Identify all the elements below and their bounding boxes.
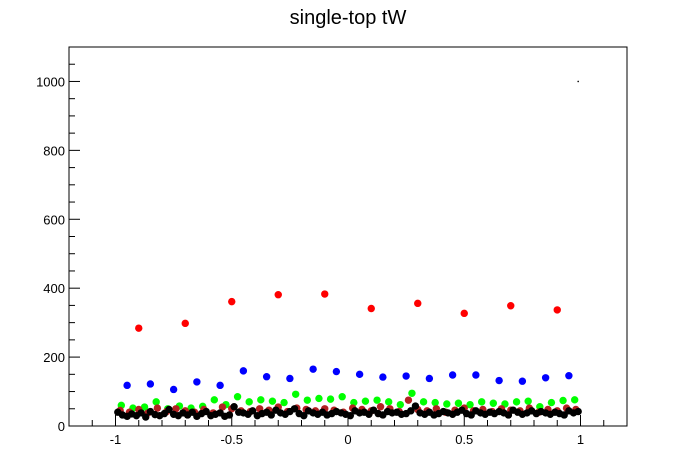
data-point-series-3: [570, 396, 579, 404]
data-point-series-1: [414, 299, 422, 308]
y-tick-label: 0: [58, 419, 65, 434]
data-point-series-1: [321, 290, 329, 298]
stray-point: [577, 80, 579, 83]
data-point-series-2: [309, 365, 317, 373]
data-point-series-2: [216, 381, 224, 390]
data-point-series-3: [303, 396, 312, 404]
data-point-series-1: [367, 304, 375, 313]
data-point-series-5: [230, 403, 238, 411]
y-tick-label: 600: [43, 212, 65, 227]
data-point-series-3: [477, 398, 486, 406]
data-point-series-1: [181, 319, 189, 328]
data-point-series-3: [396, 400, 405, 409]
data-point-series-3: [315, 394, 323, 403]
data-point-series-3: [152, 398, 160, 406]
data-point-series-2: [169, 385, 178, 394]
data-points: [114, 80, 582, 421]
data-point-series-3: [454, 399, 463, 407]
data-point-series-3: [140, 403, 149, 411]
x-tick-label: -1: [110, 432, 122, 447]
data-point-series-1: [274, 291, 282, 299]
data-point-series-3: [233, 393, 242, 401]
data-point-series-5: [225, 411, 234, 419]
data-point-series-2: [355, 370, 364, 379]
data-point-series-3: [466, 400, 474, 409]
data-point-series-2: [332, 367, 341, 376]
data-point-series-2: [286, 374, 294, 383]
data-point-series-1: [553, 306, 561, 314]
chart-title: single-top tW: [290, 7, 407, 29]
data-point-series-3: [443, 400, 451, 408]
data-point-series-2: [448, 371, 457, 379]
y-tick-label: 200: [43, 350, 65, 365]
data-point-series-3: [326, 395, 335, 403]
data-point-series-2: [379, 373, 387, 381]
y-tick-label: 400: [43, 281, 65, 296]
data-point-series-4: [404, 396, 413, 404]
data-point-series-3: [512, 398, 521, 406]
data-point-series-5: [248, 407, 257, 415]
data-point-series-3: [268, 397, 277, 405]
data-point-series-2: [193, 378, 201, 386]
y-tick-label: 1000: [36, 74, 65, 89]
data-point-series-4: [376, 403, 385, 411]
data-point-series-3: [257, 396, 265, 404]
data-point-series-1: [228, 297, 236, 306]
data-point-series-3: [210, 396, 219, 404]
x-axis: -1 -0.5 0 0.5 1: [68, 415, 628, 447]
data-point-series-2: [239, 367, 248, 375]
data-point-series-3: [408, 389, 416, 397]
data-point-series-3: [245, 398, 253, 406]
data-point-series-2: [402, 372, 410, 380]
data-point-series-3: [431, 398, 439, 407]
data-point-series-3: [419, 398, 428, 406]
data-point-series-5: [142, 413, 150, 421]
data-point-series-2: [472, 371, 480, 379]
x-tick-label: -0.5: [221, 432, 243, 447]
data-point-series-5: [290, 405, 299, 413]
data-point-series-4: [218, 403, 227, 411]
data-point-series-5: [504, 411, 513, 419]
data-point-series-5: [267, 411, 275, 419]
data-point-series-3: [547, 398, 556, 407]
data-point-series-3: [350, 398, 358, 407]
data-point-series-3: [524, 397, 532, 405]
data-point-series-3: [373, 396, 381, 404]
data-point-series-3: [361, 397, 370, 405]
y-axis: 0 200 400 600 800 1000: [36, 46, 80, 434]
data-point-series-3: [559, 396, 567, 405]
data-point-series-2: [518, 377, 527, 385]
data-point-series-3: [384, 398, 393, 406]
data-point-series-5: [411, 402, 420, 410]
y-tick-label: 800: [43, 143, 65, 158]
data-point-series-5: [346, 411, 355, 420]
data-point-series-2: [146, 380, 155, 388]
x-tick-label: 0: [344, 432, 351, 447]
data-point-series-5: [300, 411, 308, 420]
data-point-series-2: [262, 373, 271, 381]
plot-frame: [68, 46, 628, 427]
x-tick-label: 1: [577, 432, 584, 447]
data-point-series-3: [280, 398, 288, 407]
data-point-series-2: [565, 371, 573, 380]
data-point-series-3: [338, 393, 346, 401]
data-point-series-3: [489, 399, 498, 407]
data-point-series-5: [165, 405, 173, 414]
data-point-series-5: [574, 407, 582, 416]
data-point-series-1: [460, 309, 468, 318]
data-point-series-4: [153, 404, 162, 412]
data-point-series-5: [407, 407, 415, 415]
data-point-series-2: [123, 381, 131, 390]
data-point-series-2: [495, 376, 503, 385]
data-point-series-3: [291, 390, 300, 399]
x-tick-label: 0.5: [455, 432, 473, 447]
data-point-series-1: [135, 324, 143, 332]
data-point-series-1: [507, 302, 515, 310]
data-point-series-2: [541, 374, 550, 382]
data-point-series-2: [425, 374, 434, 383]
